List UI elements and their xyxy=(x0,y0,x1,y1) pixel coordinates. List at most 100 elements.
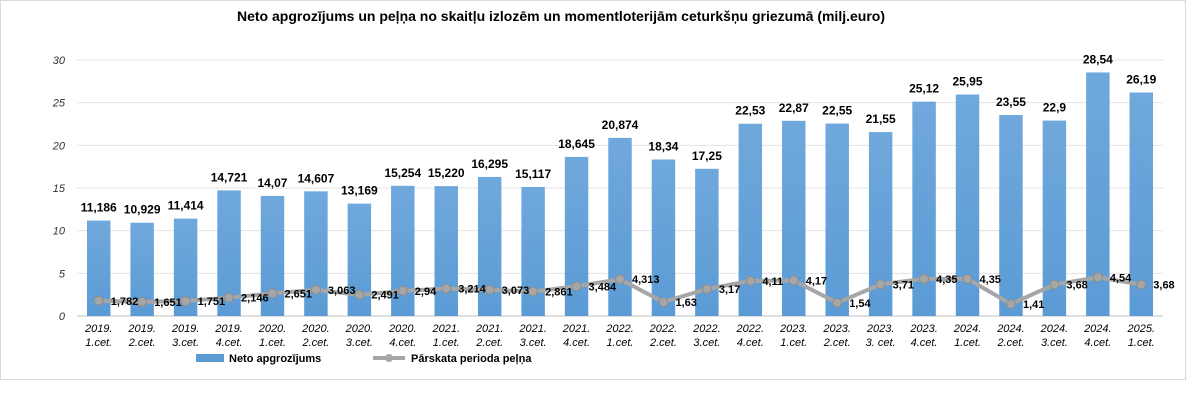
line-point xyxy=(832,297,843,308)
x-tick-year: 2023. xyxy=(779,323,808,335)
line-value-label: 3,214 xyxy=(458,284,486,296)
line-value-label: 1,751 xyxy=(198,296,226,308)
x-tick-year: 2022. xyxy=(692,323,721,335)
line-data-labels: 1,782 1,651 1,751 2,146 2,651 3,063 2,491 2,94 3… xyxy=(111,272,1175,311)
bar-data-labels: 11,186 10,929 11,414 14,721 14,07 14,607 13,16… xyxy=(81,52,1157,216)
line-point xyxy=(919,273,930,284)
y-tick-label: 15 xyxy=(53,183,66,195)
bar xyxy=(434,186,458,316)
line-value-label: 1,651 xyxy=(154,297,182,309)
line-series xyxy=(93,272,1147,309)
line-value-label: 4,54 xyxy=(1110,272,1132,284)
x-tick-quarter: 4.cet. xyxy=(216,337,243,349)
bar-value-label: 18,645 xyxy=(558,137,595,151)
x-tick-quarter: 1.cet. xyxy=(259,337,286,349)
bar xyxy=(868,132,893,316)
bar xyxy=(564,156,589,316)
x-tick-quarter: 3.cet. xyxy=(693,337,720,349)
bar-value-label: 23,55 xyxy=(996,95,1026,109)
chart-container: Neto apgrozījums un peļņa no skaitļu izl… xyxy=(0,0,1186,380)
bar-value-label: 22,53 xyxy=(735,104,765,118)
y-axis: 0 5 10 15 20 25 30 xyxy=(52,55,66,323)
x-axis: 2019. 1.cet. 2019. 2.cet. 2019. 3.cet. 2019. 4.… xyxy=(84,323,1155,349)
bar xyxy=(217,190,241,316)
line-point xyxy=(484,284,495,295)
bar xyxy=(1042,120,1067,316)
line-value-label: 2,94 xyxy=(415,286,437,298)
x-tick-quarter: 2.cet. xyxy=(823,337,851,349)
line-point xyxy=(528,286,539,297)
bar xyxy=(86,220,111,316)
x-tick-year: 2021. xyxy=(431,323,460,335)
x-tick-quarter: 1.cet. xyxy=(607,337,634,349)
bar xyxy=(347,203,372,316)
y-tick-label: 20 xyxy=(52,140,66,152)
line-point xyxy=(962,273,973,284)
legend-label-line: Pārskata perioda peļņa xyxy=(411,353,532,365)
bar-value-label: 14,07 xyxy=(257,176,287,190)
x-tick-quarter: 2.cet. xyxy=(997,337,1025,349)
line-value-label: 1,63 xyxy=(675,297,696,309)
x-tick-quarter: 2.cet. xyxy=(301,337,329,349)
bar xyxy=(1129,92,1154,317)
x-tick-quarter: 1.cet. xyxy=(433,337,460,349)
line-value-label: 1,782 xyxy=(111,296,139,308)
line-value-label: 2,861 xyxy=(545,287,573,299)
bar xyxy=(782,120,806,316)
line-value-label: 3,68 xyxy=(1066,280,1087,292)
line-point xyxy=(875,279,886,290)
line-value-label: 1,54 xyxy=(849,298,871,310)
x-tick-quarter: 4.cet. xyxy=(737,337,764,349)
bar xyxy=(695,168,719,316)
bar xyxy=(999,115,1023,316)
x-tick-quarter: 4.cet. xyxy=(563,337,590,349)
bar xyxy=(304,191,328,316)
bar-series xyxy=(86,72,1154,317)
y-tick-label: 25 xyxy=(52,98,66,110)
x-tick-year: 2024. xyxy=(996,323,1025,335)
line-value-label: 3,17 xyxy=(719,284,740,296)
x-tick-quarter: 3.cet. xyxy=(520,337,547,349)
x-tick-year: 2024. xyxy=(953,323,982,335)
x-tick-year: 2022. xyxy=(649,323,678,335)
line-point xyxy=(441,283,452,294)
line-point xyxy=(137,296,148,307)
bar-value-label: 22,55 xyxy=(822,104,852,118)
legend-swatch-marker xyxy=(385,354,393,362)
line-point xyxy=(267,288,278,299)
x-tick-year: 2023. xyxy=(866,323,895,335)
x-tick-quarter: 4.cet. xyxy=(1084,337,1111,349)
x-tick-quarter: 2.cet. xyxy=(128,337,156,349)
x-tick-quarter: 3.cet. xyxy=(346,337,373,349)
x-tick-year: 2023. xyxy=(822,323,851,335)
bar-value-label: 22,87 xyxy=(779,101,809,115)
bar-value-label: 15,117 xyxy=(515,167,551,181)
bar-value-label: 16,295 xyxy=(471,157,508,171)
line-point xyxy=(788,275,799,286)
line-point xyxy=(397,285,408,296)
x-tick-year: 2021. xyxy=(562,323,591,335)
line-value-label: 4,35 xyxy=(980,274,1001,286)
bar-value-label: 10,929 xyxy=(124,203,161,217)
legend-swatch-bar xyxy=(196,354,224,362)
line-point xyxy=(310,284,321,295)
bar xyxy=(260,195,285,316)
legend-label-bar: Neto apgrozījums xyxy=(229,353,321,365)
bar-value-label: 14,721 xyxy=(211,170,248,184)
line-value-label: 1,41 xyxy=(1023,299,1044,311)
bar-value-label: 22,9 xyxy=(1043,101,1067,115)
bar xyxy=(608,137,632,316)
bar xyxy=(391,185,415,316)
line-point xyxy=(571,281,582,292)
line-point xyxy=(745,275,756,286)
x-tick-quarter: 1.cet. xyxy=(954,337,981,349)
line-point xyxy=(1005,298,1016,309)
line-value-label: 4,11 xyxy=(762,276,783,288)
bar-value-label: 21,55 xyxy=(866,112,896,126)
bar xyxy=(912,101,936,316)
x-tick-year: 2019. xyxy=(127,323,156,335)
bar-value-label: 28,54 xyxy=(1083,52,1113,66)
x-tick-year: 2020. xyxy=(258,323,287,335)
x-tick-quarter: 4.cet. xyxy=(389,337,416,349)
line-value-label: 4,35 xyxy=(936,274,957,286)
